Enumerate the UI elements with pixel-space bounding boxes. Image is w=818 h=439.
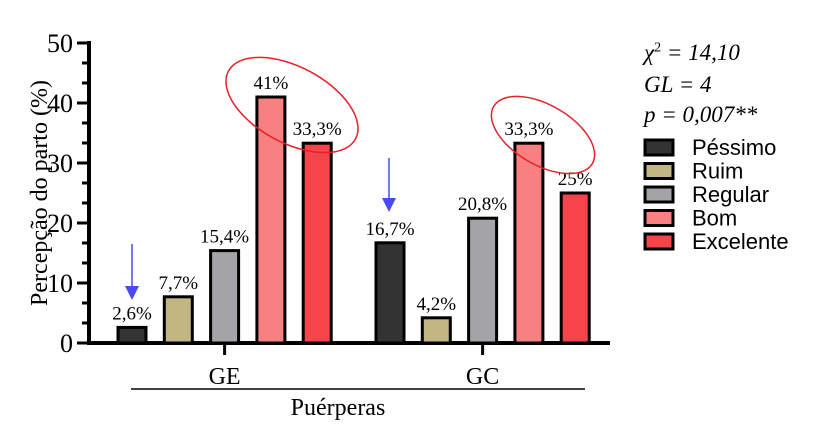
- bar-regular-ge: [209, 249, 241, 345]
- data-label: 33,3%: [293, 119, 342, 140]
- bar-excelente-ge: [301, 141, 333, 345]
- legend-label-ruim: Ruim: [692, 159, 743, 184]
- highlight-ellipse-ge: [225, 56, 359, 154]
- data-label: 16,7%: [365, 219, 414, 240]
- data-label: 20,8%: [458, 194, 507, 215]
- y-tick-label: 10: [47, 269, 73, 298]
- y-tick-label: 30: [47, 149, 73, 178]
- legend-swatch-bom: [643, 209, 675, 227]
- data-label: 15,4%: [200, 227, 249, 248]
- legend-label-péssimo: Péssimo: [692, 135, 776, 160]
- bar-ruim-gc: [420, 316, 452, 345]
- y-tick-label: 20: [47, 209, 73, 238]
- data-label: 33,3%: [504, 119, 553, 140]
- legend-swatch-regular: [643, 185, 675, 204]
- bar-péssimo-ge: [116, 325, 148, 345]
- legend-swatch-ruim: [643, 162, 675, 180]
- chi-square-stat: χ2 = 14,10: [644, 40, 740, 65]
- down-arrow-head-icon: [382, 198, 396, 212]
- x-axis-title: Puérperas: [291, 395, 386, 421]
- data-label: 4,2%: [417, 294, 457, 315]
- data-label: 2,6%: [112, 303, 152, 324]
- bar-bom-gc: [513, 141, 545, 345]
- x-tick-label: GC: [466, 364, 499, 390]
- bar-péssimo-gc: [374, 241, 406, 345]
- y-tick-label: 0: [60, 329, 73, 358]
- highlight-ellipse-gc: [490, 95, 596, 175]
- x-tick-label: GE: [209, 364, 241, 390]
- bar-regular-gc: [467, 216, 499, 345]
- y-tick-label: 50: [47, 29, 73, 58]
- bar-excelente-gc: [559, 191, 591, 345]
- data-label: 25%: [558, 169, 593, 190]
- data-label: 7,7%: [159, 273, 199, 294]
- degrees-of-freedom-stat: GL = 4: [644, 72, 712, 97]
- bar-bom-ge: [255, 95, 287, 345]
- down-arrow-head-icon: [125, 286, 139, 300]
- bar-ruim-ge: [162, 295, 194, 345]
- y-axis-title: Percepção do parto (%): [27, 80, 53, 306]
- p-value-stat: p = 0,007**: [644, 102, 758, 127]
- legend-swatch-péssimo: [643, 138, 675, 157]
- legend-swatch-excelente: [643, 232, 675, 251]
- legend-label-bom: Bom: [692, 206, 737, 231]
- data-label: 41%: [253, 73, 288, 94]
- y-tick-label: 40: [47, 89, 73, 118]
- legend-label-regular: Regular: [692, 182, 769, 207]
- legend-label-excelente: Excelente: [692, 229, 789, 254]
